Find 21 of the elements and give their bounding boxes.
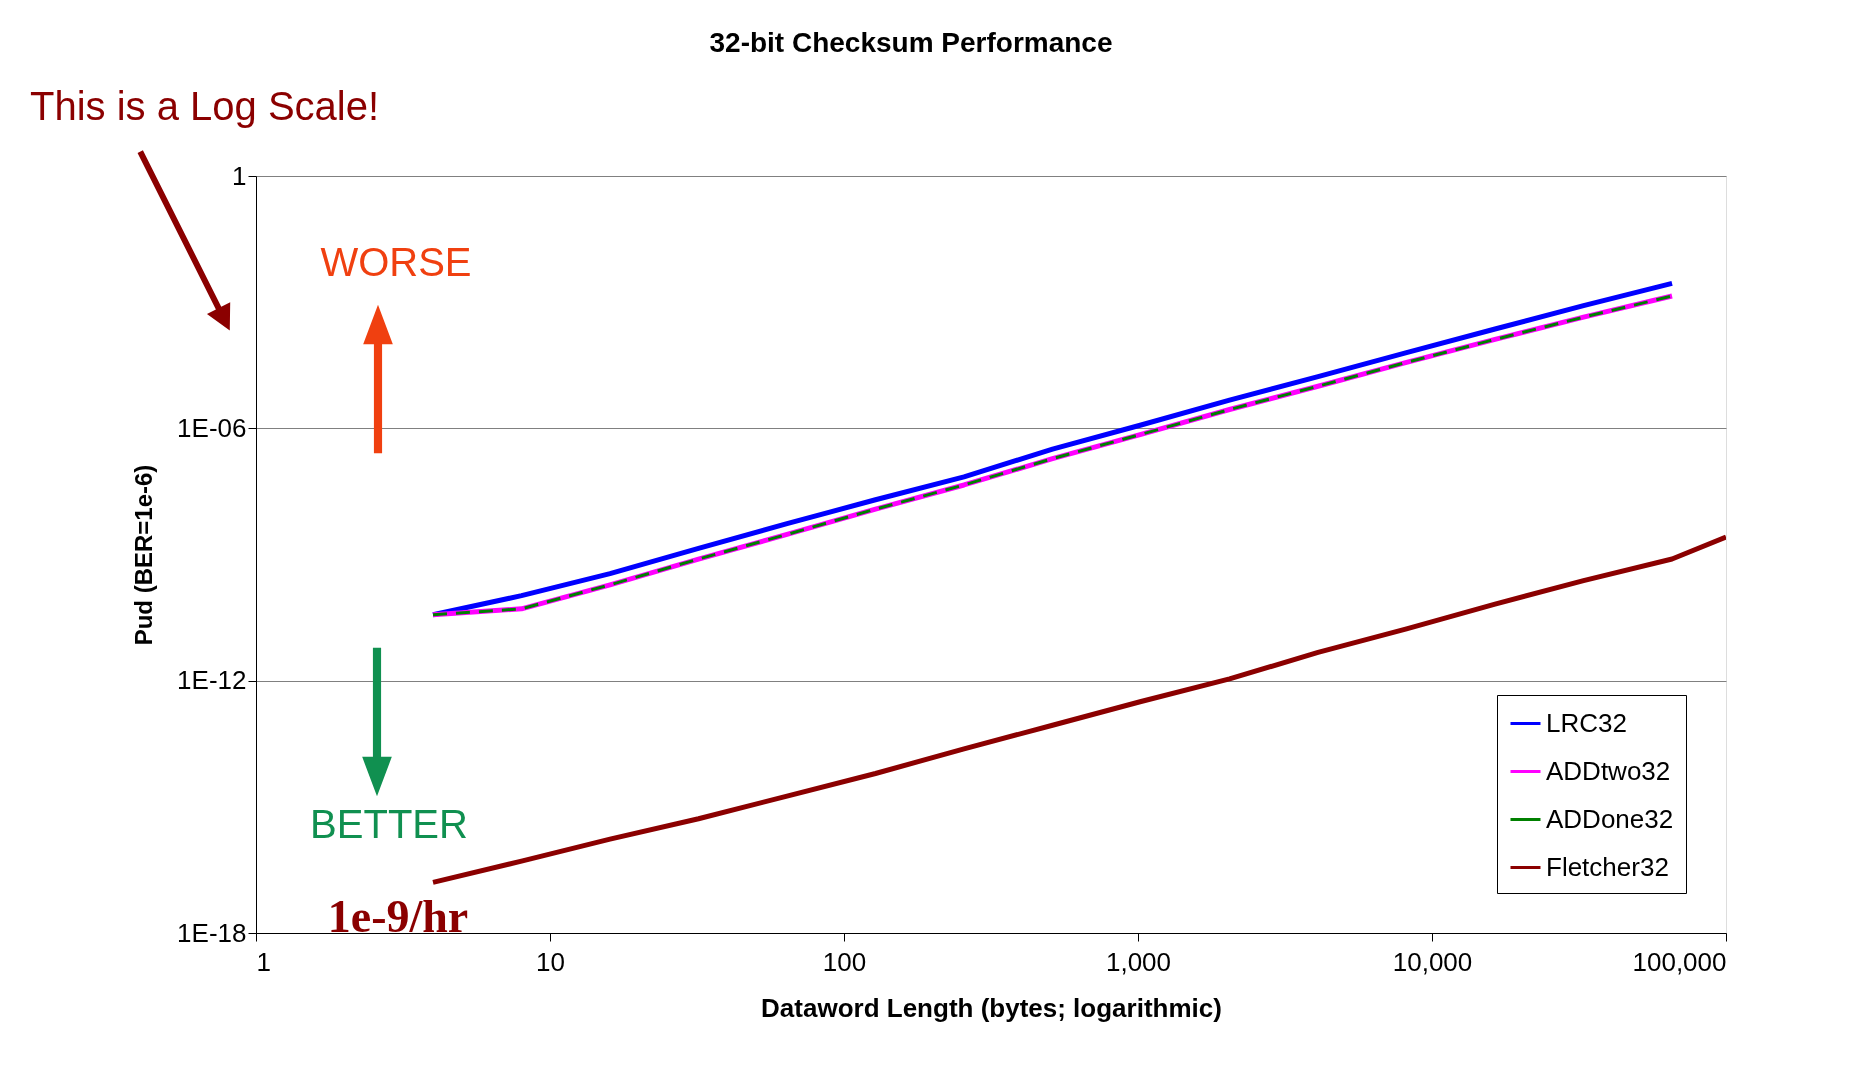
legend-label: LRC32 xyxy=(1546,707,1627,738)
x-tick-label: 10,000 xyxy=(1392,946,1473,977)
legend-label: ADDone32 xyxy=(1546,803,1674,834)
y-tick-label: 1E-06 xyxy=(177,412,247,443)
y-tick-label: 1 xyxy=(232,160,247,191)
x-tick-label: 100 xyxy=(822,946,867,977)
legend-label: Fletcher32 xyxy=(1546,851,1669,882)
annotation: BETTER xyxy=(310,802,468,846)
x-tick-label: 10 xyxy=(536,946,565,977)
x-tick-label: 100,000 xyxy=(1632,946,1727,977)
annotation: 1e-9/hr xyxy=(327,891,469,942)
text: This is a Log Scale! xyxy=(30,84,380,128)
annotation: WORSE xyxy=(320,240,472,284)
legend-label: ADDtwo32 xyxy=(1546,755,1671,786)
x-axis-title: Dataword Length (bytes; logarithmic) xyxy=(761,992,1222,1023)
x-tick-label: 1 xyxy=(256,946,271,977)
y-axis-title: Pud (BER=1e-6) xyxy=(130,464,158,646)
chart-title: 32-bit Checksum Performance xyxy=(709,27,1113,58)
x-tick-label: 1,000 xyxy=(1105,946,1172,977)
y-tick-label: 1E-18 xyxy=(177,917,247,948)
y-tick-label: 1E-12 xyxy=(177,665,247,696)
